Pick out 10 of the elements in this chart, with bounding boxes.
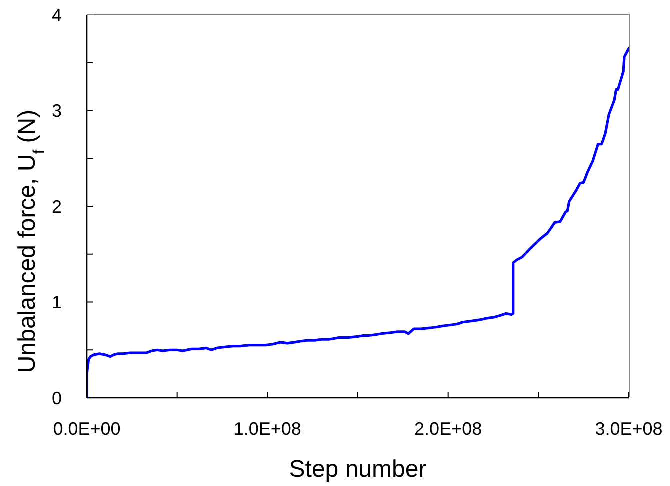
x-tick-label: 0.0E+00	[53, 418, 121, 439]
y-tick-label: 0	[52, 388, 62, 408]
x-axis-title: Step number	[289, 456, 427, 483]
x-tick-label: 1.0E+08	[234, 418, 302, 439]
y-tick-label: 2	[52, 196, 62, 217]
x-tick-label: 3.0E+08	[595, 418, 663, 439]
y-tick-label: 3	[52, 101, 62, 122]
y-tick-label: 4	[52, 5, 62, 26]
y-tick-label: 1	[52, 292, 62, 313]
x-tick-label: 2.0E+08	[414, 418, 482, 439]
